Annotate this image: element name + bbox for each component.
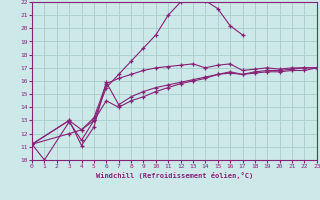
X-axis label: Windchill (Refroidissement éolien,°C): Windchill (Refroidissement éolien,°C)	[96, 172, 253, 179]
